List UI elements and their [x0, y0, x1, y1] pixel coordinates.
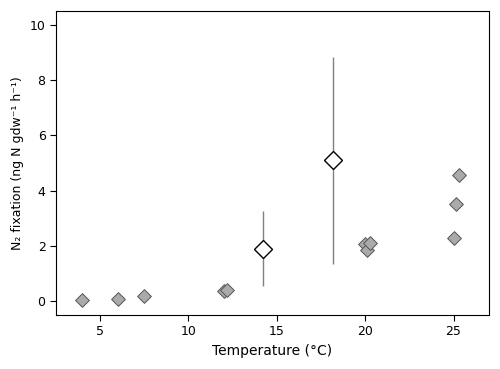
Point	[78, 297, 86, 303]
X-axis label: Temperature (°C): Temperature (°C)	[212, 344, 332, 358]
Point	[224, 287, 232, 293]
Point	[361, 242, 369, 248]
Point	[363, 247, 371, 253]
Point	[455, 172, 463, 178]
Point	[140, 293, 148, 299]
Point	[114, 296, 122, 302]
Point	[220, 288, 228, 294]
Point	[450, 235, 458, 241]
Point	[452, 201, 460, 207]
Point	[366, 240, 374, 246]
Y-axis label: N₂ fixation (ng N gdw⁻¹ h⁻¹): N₂ fixation (ng N gdw⁻¹ h⁻¹)	[11, 76, 24, 250]
